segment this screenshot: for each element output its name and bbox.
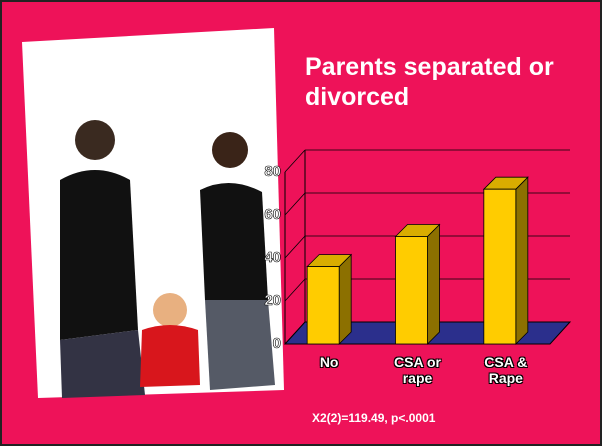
y-tick-label: 0 bbox=[273, 335, 281, 352]
y-tick-label: 20 bbox=[264, 292, 281, 309]
x-tick-label: CSA & Rape bbox=[475, 354, 537, 386]
grid-line bbox=[285, 279, 305, 301]
bar-side bbox=[516, 177, 528, 344]
y-tick-label: 60 bbox=[264, 206, 281, 223]
bar-side bbox=[339, 255, 351, 344]
y-tick-label: 40 bbox=[264, 249, 281, 266]
grid-line bbox=[285, 236, 305, 258]
bar bbox=[307, 267, 339, 344]
grid-line bbox=[285, 150, 305, 172]
photo bbox=[22, 28, 284, 398]
chart-title: Parents separated or divorced bbox=[305, 52, 575, 112]
bar bbox=[484, 189, 516, 344]
bar bbox=[396, 237, 428, 345]
bar-side bbox=[428, 225, 440, 345]
x-tick-label: No bbox=[298, 354, 360, 370]
x-tick-label: CSA or rape bbox=[387, 354, 449, 386]
annotation: X2(2)=119.49, p<.0001 bbox=[312, 411, 435, 425]
slide: 020406080 Parents separated or divorced … bbox=[0, 0, 602, 446]
grid-line bbox=[285, 193, 305, 215]
y-tick-label: 80 bbox=[264, 163, 281, 180]
